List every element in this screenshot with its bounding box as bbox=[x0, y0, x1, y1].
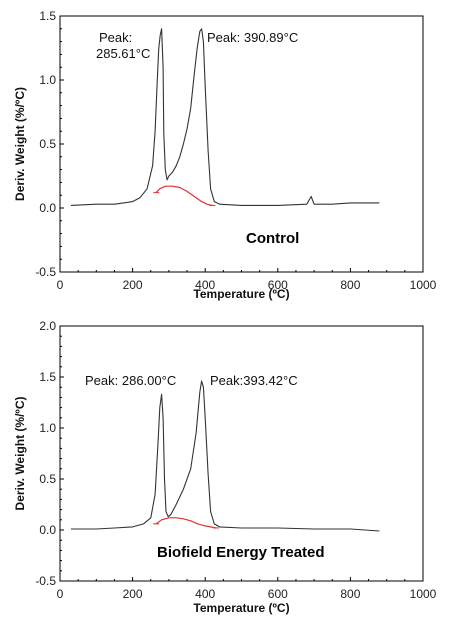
baseline-curve bbox=[155, 185, 213, 206]
baseline-curve bbox=[155, 517, 217, 529]
x-tick-label: 600 bbox=[268, 587, 288, 601]
x-tick-label: 400 bbox=[195, 587, 215, 601]
panel-label: Control bbox=[246, 230, 299, 247]
x-tick-label: 1000 bbox=[410, 587, 437, 601]
dtg-curve bbox=[70, 380, 380, 532]
y-tick-label: 0.0 bbox=[39, 201, 56, 215]
y-tick-label: 1.5 bbox=[39, 9, 56, 23]
x-tick-label: 800 bbox=[340, 587, 360, 601]
x-tick-label: 200 bbox=[123, 278, 143, 292]
y-tick-label: 1.0 bbox=[39, 421, 56, 435]
x-tick-label: 600 bbox=[268, 278, 288, 292]
y-tick-label: -0.5 bbox=[35, 574, 56, 588]
y-tick-label: 1.0 bbox=[39, 73, 56, 87]
x-tick-label: 800 bbox=[340, 278, 360, 292]
y-tick-label: 0.0 bbox=[39, 523, 56, 537]
y-tick-label: 2.0 bbox=[39, 319, 56, 333]
y-tick-label: 1.5 bbox=[39, 370, 56, 384]
x-tick-label: 0 bbox=[57, 587, 64, 601]
y-tick-label: 0.5 bbox=[39, 472, 56, 486]
x-tick-label: 0 bbox=[57, 278, 64, 292]
x-axis-title: Temperature (ºC) bbox=[193, 287, 289, 301]
peak-annotation: Peak: 390.89°C bbox=[207, 30, 298, 45]
peak-annotation: 285.61°C bbox=[96, 46, 150, 61]
y-tick-label: -0.5 bbox=[35, 265, 56, 279]
x-axis-title: Temperature (ºC) bbox=[193, 601, 289, 615]
x-tick-label: 1000 bbox=[410, 278, 437, 292]
y-tick-label: 0.5 bbox=[39, 137, 56, 151]
panel-label: Biofield Energy Treated bbox=[157, 544, 325, 561]
peak-annotation: Peak: 286.00°C bbox=[85, 373, 176, 388]
peak-annotation: Peak:393.42°C bbox=[210, 373, 298, 388]
dtg-curve bbox=[70, 28, 380, 206]
x-tick-label: 200 bbox=[123, 587, 143, 601]
plot-frame-2 bbox=[59, 325, 424, 582]
x-tick-label: 400 bbox=[195, 278, 215, 292]
peak-annotation: Peak: bbox=[99, 30, 132, 45]
y-axis-title: Deriv. Weight (%/ºC) bbox=[13, 87, 27, 201]
y-axis-title: Deriv. Weight (%/ºC) bbox=[13, 397, 27, 511]
